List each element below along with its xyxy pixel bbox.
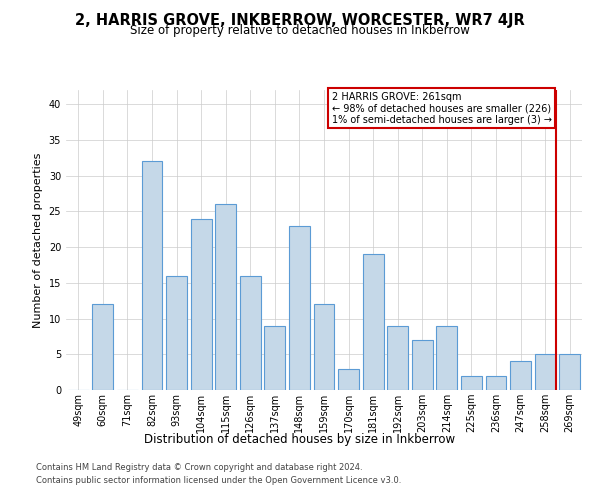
Text: Size of property relative to detached houses in Inkberrow: Size of property relative to detached ho… bbox=[130, 24, 470, 37]
Bar bbox=[92, 304, 113, 390]
Bar bbox=[510, 362, 531, 390]
Bar bbox=[314, 304, 334, 390]
Bar bbox=[436, 326, 457, 390]
Text: Contains public sector information licensed under the Open Government Licence v3: Contains public sector information licen… bbox=[36, 476, 401, 485]
Bar bbox=[338, 368, 359, 390]
Bar bbox=[166, 276, 187, 390]
Bar bbox=[191, 218, 212, 390]
Bar bbox=[461, 376, 482, 390]
Text: Distribution of detached houses by size in Inkberrow: Distribution of detached houses by size … bbox=[145, 432, 455, 446]
Bar bbox=[240, 276, 261, 390]
Text: 2, HARRIS GROVE, INKBERROW, WORCESTER, WR7 4JR: 2, HARRIS GROVE, INKBERROW, WORCESTER, W… bbox=[75, 12, 525, 28]
Text: Contains HM Land Registry data © Crown copyright and database right 2024.: Contains HM Land Registry data © Crown c… bbox=[36, 464, 362, 472]
Bar bbox=[485, 376, 506, 390]
Y-axis label: Number of detached properties: Number of detached properties bbox=[33, 152, 43, 328]
Bar bbox=[412, 340, 433, 390]
Bar bbox=[535, 354, 556, 390]
Bar bbox=[387, 326, 408, 390]
Text: 2 HARRIS GROVE: 261sqm
← 98% of detached houses are smaller (226)
1% of semi-det: 2 HARRIS GROVE: 261sqm ← 98% of detached… bbox=[332, 92, 552, 124]
Bar bbox=[362, 254, 383, 390]
Bar bbox=[289, 226, 310, 390]
Bar bbox=[215, 204, 236, 390]
Bar bbox=[142, 162, 163, 390]
Bar bbox=[559, 354, 580, 390]
Bar bbox=[265, 326, 286, 390]
